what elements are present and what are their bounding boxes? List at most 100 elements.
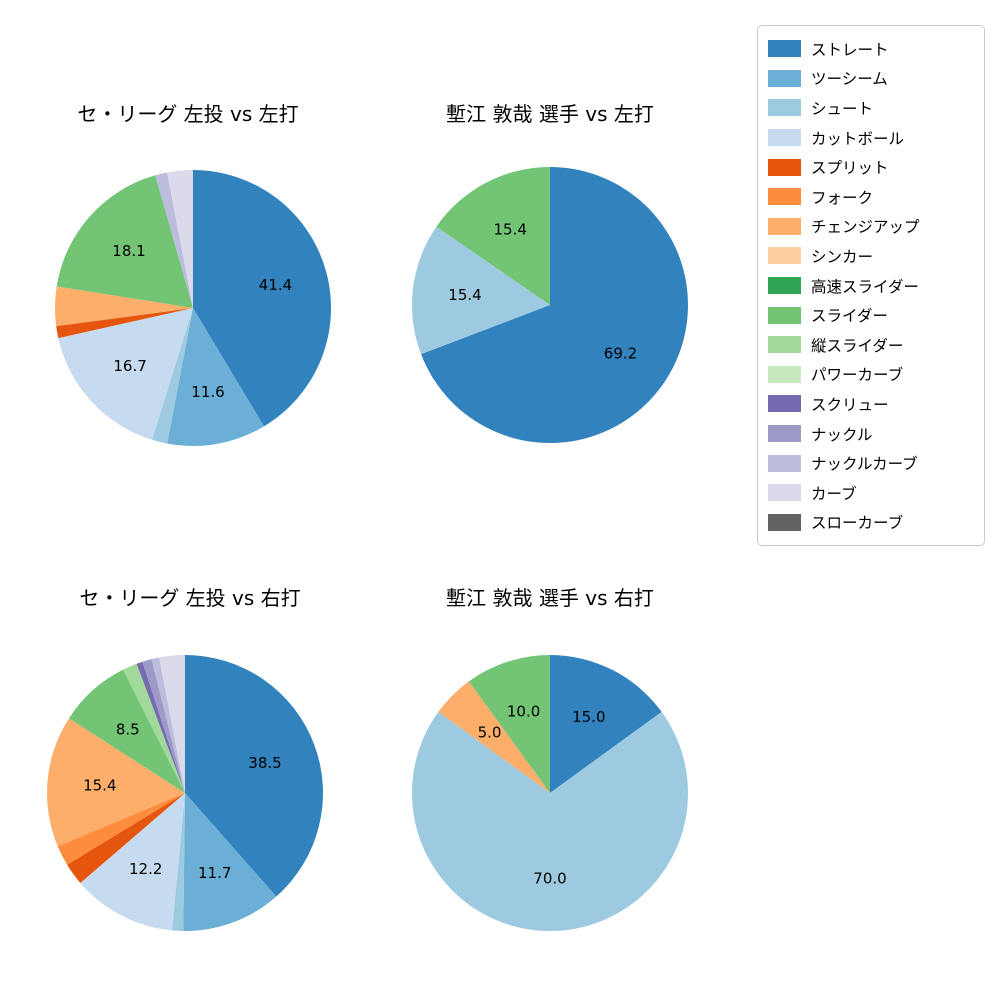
legend-color-swatch	[768, 395, 801, 413]
pie-slice-percentage-label: 15.0	[572, 708, 605, 726]
pie-slice-縦スライダー	[123, 663, 185, 793]
legend-label: ツーシーム	[811, 70, 888, 89]
pie-slice-ツーシーム	[167, 308, 264, 447]
pie-slice-カットボール	[58, 308, 193, 440]
pie-slice-percentage-label: 70.0	[533, 870, 566, 888]
pie-chart-league-vs-left: 41.4 11.6 16.7 18.1	[48, 163, 338, 453]
pie-slice-percentage-label: 11.6	[191, 383, 224, 401]
legend-item-パワーカーブ: パワーカーブ	[768, 360, 974, 390]
pie-slice-スプリット	[67, 793, 185, 883]
legend-label: スローカーブ	[811, 514, 904, 533]
pie-slice-percentage-label: 11.7	[198, 864, 231, 882]
pie-slice-カーブ	[159, 655, 185, 793]
pie-slice-ストレート	[193, 170, 331, 427]
chart-title-league-vs-left: セ・リーグ 左投 vs 左打	[77, 102, 299, 126]
pie-slice-percentage-label: 10.0	[507, 703, 540, 721]
pie-slice-percentage-label: 18.1	[112, 242, 145, 260]
chart-title-player-vs-left: 塹江 敦哉 選手 vs 左打	[446, 102, 654, 126]
legend-item-スクリュー: スクリュー	[768, 389, 974, 419]
legend-label: フォーク	[811, 188, 874, 207]
pie-slice-ストレート	[550, 655, 662, 793]
pie-slice-シュート	[412, 711, 688, 932]
legend-color-swatch	[768, 513, 801, 531]
pie-slice-フォーク	[57, 793, 185, 865]
legend-item-縦スライダー: 縦スライダー	[768, 330, 974, 360]
pie-slice-ツーシーム	[183, 793, 277, 932]
pie-svg: 41.4 11.6 16.7 18.1	[55, 170, 331, 447]
pie-chart-player-vs-right: 15.0 70.0 5.0 10.0	[405, 648, 695, 938]
legend-item-ツーシーム: ツーシーム	[768, 64, 974, 94]
legend-label: スライダー	[811, 307, 888, 326]
legend-item-スプリット: スプリット	[768, 152, 974, 182]
legend-color-swatch	[768, 158, 801, 176]
legend-color-swatch	[768, 484, 801, 502]
pie-slice-スライダー	[68, 669, 185, 793]
legend-item-ナックルカーブ: ナックルカーブ	[768, 448, 974, 478]
legend-label: 高速スライダー	[811, 277, 919, 296]
pie-slice-スクリュー	[136, 661, 185, 793]
legend-label: ナックルカーブ	[811, 455, 918, 474]
legend-color-swatch	[768, 99, 801, 117]
pie-slice-percentage-label: 41.4	[259, 276, 292, 294]
pie-slice-percentage-label: 15.4	[83, 777, 116, 795]
pie-slice-スプリット	[56, 308, 194, 339]
legend-label: スクリュー	[811, 395, 889, 414]
legend-color-swatch	[768, 217, 801, 235]
pie-slice-percentage-label: 15.4	[493, 220, 526, 238]
pie-slice-シュート	[152, 308, 193, 444]
pie-slice-ナックル	[142, 659, 185, 793]
legend-color-swatch	[768, 247, 801, 265]
legend-item-カーブ: カーブ	[768, 478, 974, 508]
pie-slice-シュート	[411, 226, 550, 355]
pie-slice-スライダー	[468, 655, 550, 793]
legend-item-高速スライダー: 高速スライダー	[768, 271, 974, 301]
pie-slice-percentage-label: 5.0	[478, 724, 502, 742]
pie-slice-チェンジアップ	[438, 681, 550, 793]
pie-slice-チェンジアップ	[55, 286, 194, 327]
chart-title-player-vs-right: 塹江 敦哉 選手 vs 右打	[446, 586, 654, 610]
pie-slice-ストレート	[185, 655, 324, 897]
pie-chart-player-vs-left: 69.2 15.4 15.4	[405, 160, 695, 450]
legend-color-swatch	[768, 277, 801, 295]
legend-label: カーブ	[811, 484, 857, 503]
pie-slice-シュート	[172, 793, 185, 931]
legend-color-swatch	[768, 69, 801, 87]
legend-label: ストレート	[811, 40, 889, 59]
legend: ストレートツーシームシュートカットボール スプリットフォークチェンジアップ シンカー…	[757, 25, 985, 547]
legend-label: ナックル	[811, 425, 873, 444]
pie-slice-percentage-label: 69.2	[604, 345, 637, 363]
legend-color-swatch	[768, 425, 801, 443]
legend-item-フォーク: フォーク	[768, 182, 974, 212]
legend-color-swatch	[768, 336, 801, 354]
pie-slice-ストレート	[421, 167, 688, 443]
pie-slice-ナックルカーブ	[151, 657, 185, 793]
pie-slice-percentage-label: 12.2	[129, 860, 162, 878]
legend-item-ナックル: ナックル	[768, 419, 974, 449]
legend-label: スプリット	[811, 159, 889, 178]
pie-slice-スライダー	[56, 175, 194, 308]
pie-slice-percentage-label: 15.4	[448, 286, 481, 304]
legend-label: パワーカーブ	[811, 366, 904, 385]
legend-item-シンカー: シンカー	[768, 241, 974, 271]
legend-item-シュート: シュート	[768, 93, 974, 123]
legend-color-swatch	[768, 365, 801, 383]
legend-label: シンカー	[811, 247, 874, 266]
pie-slice-カーブ	[167, 170, 193, 308]
legend-color-swatch	[768, 40, 801, 58]
legend-label: シュート	[811, 99, 874, 118]
legend-item-スライダー: スライダー	[768, 300, 974, 330]
legend-color-swatch	[768, 129, 801, 147]
legend-label: カットボール	[811, 129, 905, 148]
legend-item-カットボール: カットボール	[768, 123, 974, 153]
pie-svg: 38.5 11.7 12.2 15.4 8.5	[47, 655, 324, 932]
legend-label: チェンジアップ	[811, 218, 920, 237]
legend-item-ストレート: ストレート	[768, 34, 974, 64]
pie-slice-スライダー	[436, 167, 550, 305]
pie-slice-percentage-label: 16.7	[113, 357, 146, 375]
pie-slice-percentage-label: 38.5	[248, 754, 281, 772]
pie-svg: 15.0 70.0 5.0 10.0	[412, 655, 688, 932]
pie-chart-league-vs-right: 38.5 11.7 12.2 15.4 8.5	[40, 648, 330, 938]
legend-label: 縦スライダー	[811, 336, 904, 355]
pie-slice-チェンジアップ	[47, 718, 185, 847]
